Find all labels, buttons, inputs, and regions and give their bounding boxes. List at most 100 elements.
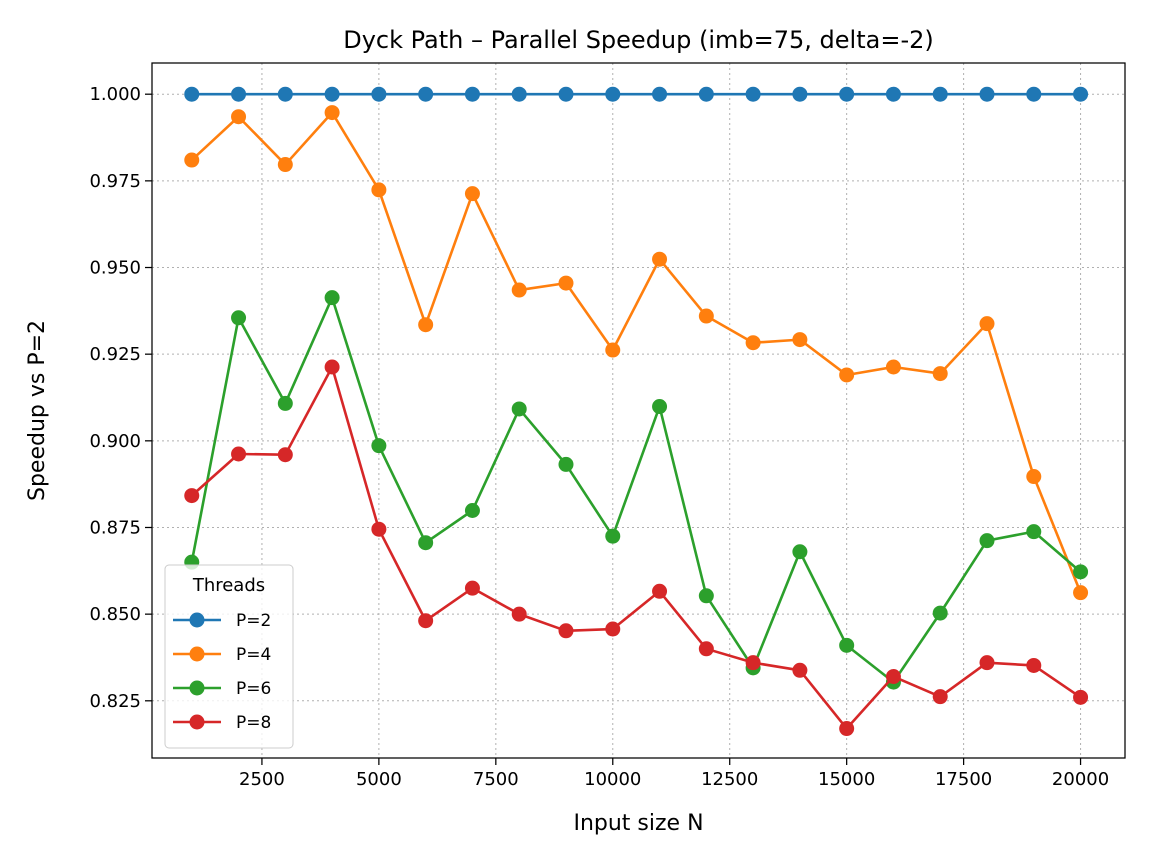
data-point-p2 — [1073, 86, 1089, 102]
data-point-p8 — [324, 359, 340, 375]
legend-label-p4: P=4 — [236, 645, 271, 665]
data-point-p6 — [558, 456, 574, 472]
x-tick-label: 12500 — [701, 769, 758, 790]
data-point-p6 — [979, 533, 995, 549]
data-point-p2 — [371, 86, 387, 102]
data-point-p8 — [605, 621, 621, 637]
data-point-p2 — [324, 86, 340, 102]
y-tick-label: 0.925 — [89, 344, 141, 365]
data-point-p4 — [231, 109, 247, 125]
legend-marker-p2 — [189, 612, 205, 628]
series-line-p6 — [190, 296, 1082, 684]
data-point-p4 — [464, 186, 480, 202]
series-line-p8 — [190, 365, 1082, 730]
data-point-p6 — [1026, 524, 1042, 540]
data-point-p8 — [652, 583, 668, 599]
data-point-p2 — [277, 86, 293, 102]
data-point-p8 — [885, 669, 901, 685]
data-point-p2 — [698, 86, 714, 102]
data-point-p6 — [839, 637, 855, 653]
data-point-p8 — [464, 580, 480, 596]
plot-area — [152, 63, 1125, 758]
data-point-p8 — [839, 721, 855, 737]
data-point-p6 — [231, 310, 247, 326]
legend-label-p6: P=6 — [236, 679, 271, 699]
legend-marker-p4 — [189, 646, 205, 662]
data-point-p2 — [418, 86, 434, 102]
data-point-p4 — [418, 317, 434, 333]
legend-box — [164, 564, 294, 749]
data-point-p6 — [605, 528, 621, 544]
data-point-p2 — [652, 86, 668, 102]
data-point-p6 — [511, 401, 527, 417]
legend-entry-p2: P=2 — [173, 611, 271, 631]
data-point-p8 — [1026, 657, 1042, 673]
data-point-p4 — [1073, 585, 1089, 601]
data-point-p8 — [511, 606, 527, 622]
data-point-p4 — [371, 182, 387, 198]
data-point-p4 — [511, 282, 527, 298]
series-line-p4 — [190, 111, 1082, 594]
data-point-p4 — [839, 367, 855, 383]
data-point-p6 — [324, 290, 340, 306]
data-point-p4 — [605, 342, 621, 358]
grid-lines — [152, 63, 1125, 758]
data-point-p6 — [792, 544, 808, 560]
legend-entries: P=2 P=4 P=6 P=8 — [173, 611, 271, 733]
legend-title: Threads — [192, 575, 265, 596]
data-point-p8 — [792, 662, 808, 678]
data-point-p6 — [932, 605, 948, 621]
data-point-p6 — [418, 535, 434, 551]
data-point-p4 — [932, 366, 948, 382]
x-tick-label: 2500 — [239, 769, 285, 790]
plot-frame — [151, 62, 1126, 759]
legend-label-p8: P=8 — [236, 713, 271, 733]
data-point-p2 — [1026, 86, 1042, 102]
x-tick-label: 7500 — [473, 769, 519, 790]
legend-marker-p8 — [189, 714, 205, 730]
data-point-p4 — [698, 308, 714, 324]
data-point-p6 — [698, 588, 714, 604]
data-point-p4 — [792, 332, 808, 348]
data-point-p8 — [231, 446, 247, 462]
data-point-p4 — [1026, 469, 1042, 485]
x-tick-label: 17500 — [935, 769, 992, 790]
legend-label-p2: P=2 — [236, 611, 271, 631]
y-tick-label: 0.975 — [89, 171, 141, 192]
data-point-p8 — [371, 521, 387, 537]
data-point-p2 — [184, 86, 200, 102]
series-p6 — [184, 290, 1089, 690]
data-point-p4 — [652, 251, 668, 267]
chart-title: Dyck Path – Parallel Speedup (imb=75, de… — [343, 26, 934, 54]
data-point-p6 — [652, 399, 668, 415]
data-point-p2 — [745, 86, 761, 102]
data-point-p2 — [839, 86, 855, 102]
data-point-p2 — [464, 86, 480, 102]
data-point-p2 — [511, 86, 527, 102]
legend-entry-p6: P=6 — [173, 679, 271, 699]
data-point-p8 — [698, 641, 714, 657]
data-point-p2 — [885, 86, 901, 102]
y-tick-label: 0.875 — [89, 517, 141, 538]
data-point-p6 — [464, 503, 480, 518]
x-axis-ticks: 2500 5000 7500 10000 12500 15000 17500 20000 — [239, 758, 1109, 790]
x-tick-label: 20000 — [1052, 769, 1109, 790]
data-point-p6 — [371, 438, 387, 454]
data-point-p8 — [1073, 689, 1089, 705]
data-point-p4 — [745, 335, 761, 351]
legend-entry-p4: P=4 — [173, 645, 271, 665]
x-tick-label: 10000 — [584, 769, 641, 790]
data-point-p4 — [558, 275, 574, 291]
legend: Threads P=2 P=4 P=6 P=8 — [164, 564, 294, 749]
series-layer — [184, 86, 1089, 737]
x-tick-label: 5000 — [356, 769, 402, 790]
y-tick-label: 0.825 — [89, 691, 141, 712]
data-point-p8 — [277, 447, 293, 463]
data-point-p4 — [885, 359, 901, 375]
data-point-p2 — [932, 86, 948, 102]
data-point-p2 — [558, 86, 574, 102]
data-point-p8 — [979, 655, 995, 671]
x-tick-label: 15000 — [818, 769, 875, 790]
y-tick-label: 0.850 — [89, 604, 141, 625]
